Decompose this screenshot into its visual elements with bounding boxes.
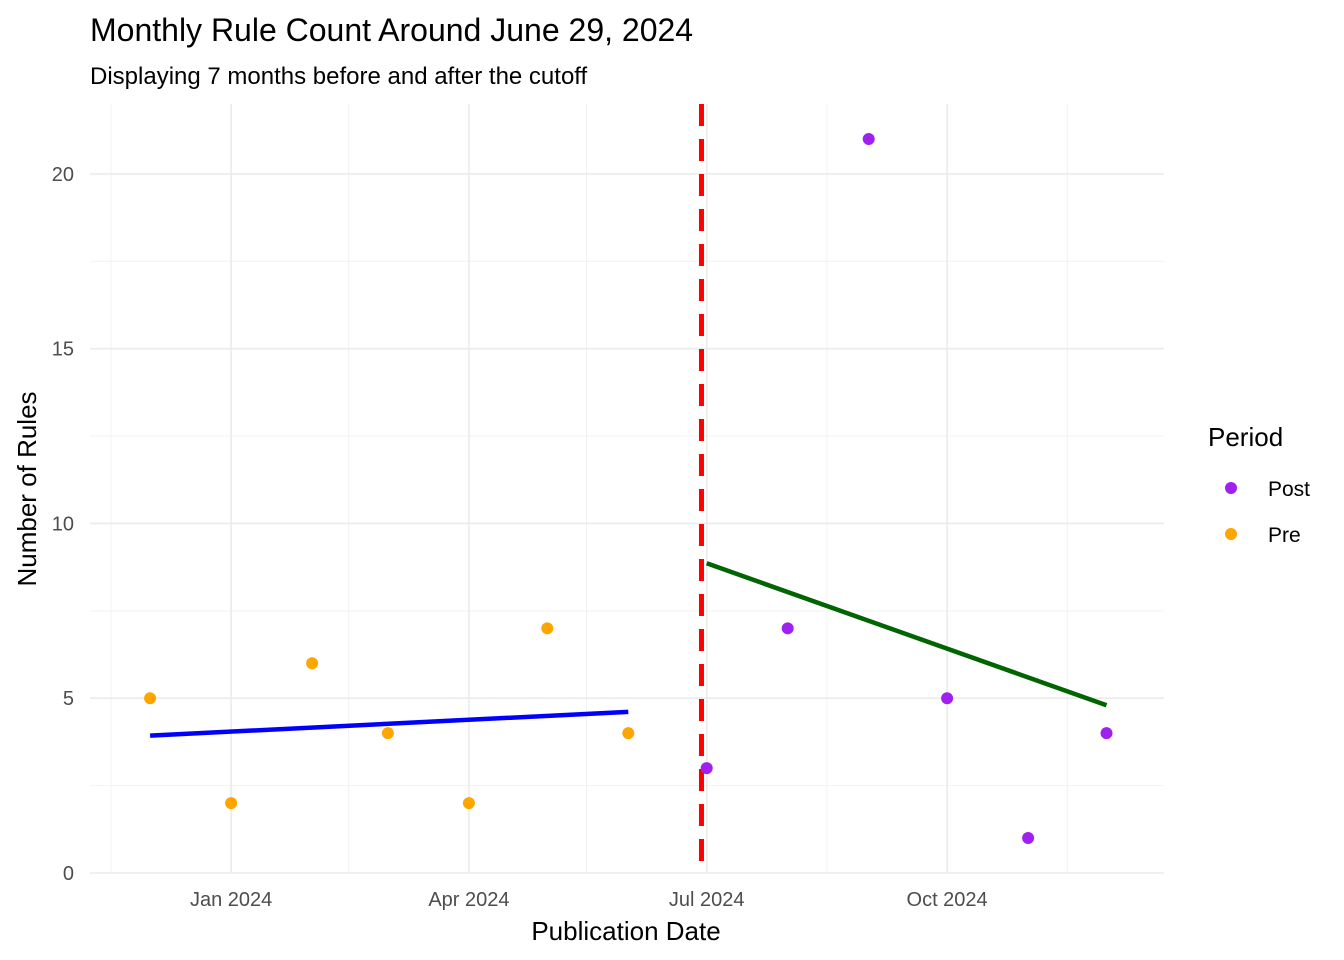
data-point-post	[862, 132, 875, 145]
legend-items: Post Pre	[1225, 478, 1310, 547]
legend-key-post	[1225, 482, 1237, 494]
legend-title: Period	[1208, 422, 1283, 452]
data-point-post	[1100, 727, 1113, 740]
data-point-post	[941, 692, 954, 705]
data-point-post	[1022, 832, 1035, 845]
y-axis-ticks: 0 5 10 15 20	[52, 164, 74, 885]
y-tick-label: 20	[52, 164, 74, 186]
y-tick-label: 0	[63, 863, 74, 885]
data-point-pre	[225, 797, 238, 810]
x-tick-label: Jul 2024	[669, 889, 745, 911]
fit-lines	[149, 561, 1108, 738]
fit-line-pre	[149, 709, 629, 738]
data-point-pre	[622, 727, 635, 740]
data-point-post	[781, 622, 794, 635]
data-point-pre	[381, 727, 394, 740]
grid-major	[90, 104, 1164, 874]
grid-minor	[90, 104, 1164, 873]
y-tick-label: 5	[63, 688, 74, 710]
y-tick-label: 15	[52, 339, 74, 361]
data-point-pre	[144, 692, 157, 705]
legend-key-pre	[1225, 528, 1237, 540]
y-axis-title: Number of Rules	[12, 391, 42, 586]
data-point-pre	[541, 622, 554, 635]
legend-label: Pre	[1268, 524, 1301, 547]
data-point-post	[700, 762, 713, 775]
x-tick-label: Jan 2024	[190, 889, 272, 911]
chart-subtitle: Displaying 7 months before and after the…	[90, 63, 588, 90]
x-tick-label: Oct 2024	[907, 889, 988, 911]
x-axis-ticks: Jan 2024 Apr 2024 Jul 2024 Oct 2024	[190, 889, 988, 911]
fit-line-post	[705, 561, 1108, 708]
y-tick-label: 10	[52, 513, 74, 535]
data-points	[144, 132, 1113, 845]
chart-title: Monthly Rule Count Around June 29, 2024	[90, 12, 693, 48]
data-point-pre	[306, 657, 319, 670]
data-point-pre	[462, 797, 475, 810]
x-tick-label: Apr 2024	[428, 889, 509, 911]
legend-label: Post	[1268, 478, 1310, 501]
legend: Period Post Pre	[1208, 422, 1310, 547]
plot-panel	[90, 104, 1164, 874]
x-axis-title: Publication Date	[531, 916, 720, 946]
